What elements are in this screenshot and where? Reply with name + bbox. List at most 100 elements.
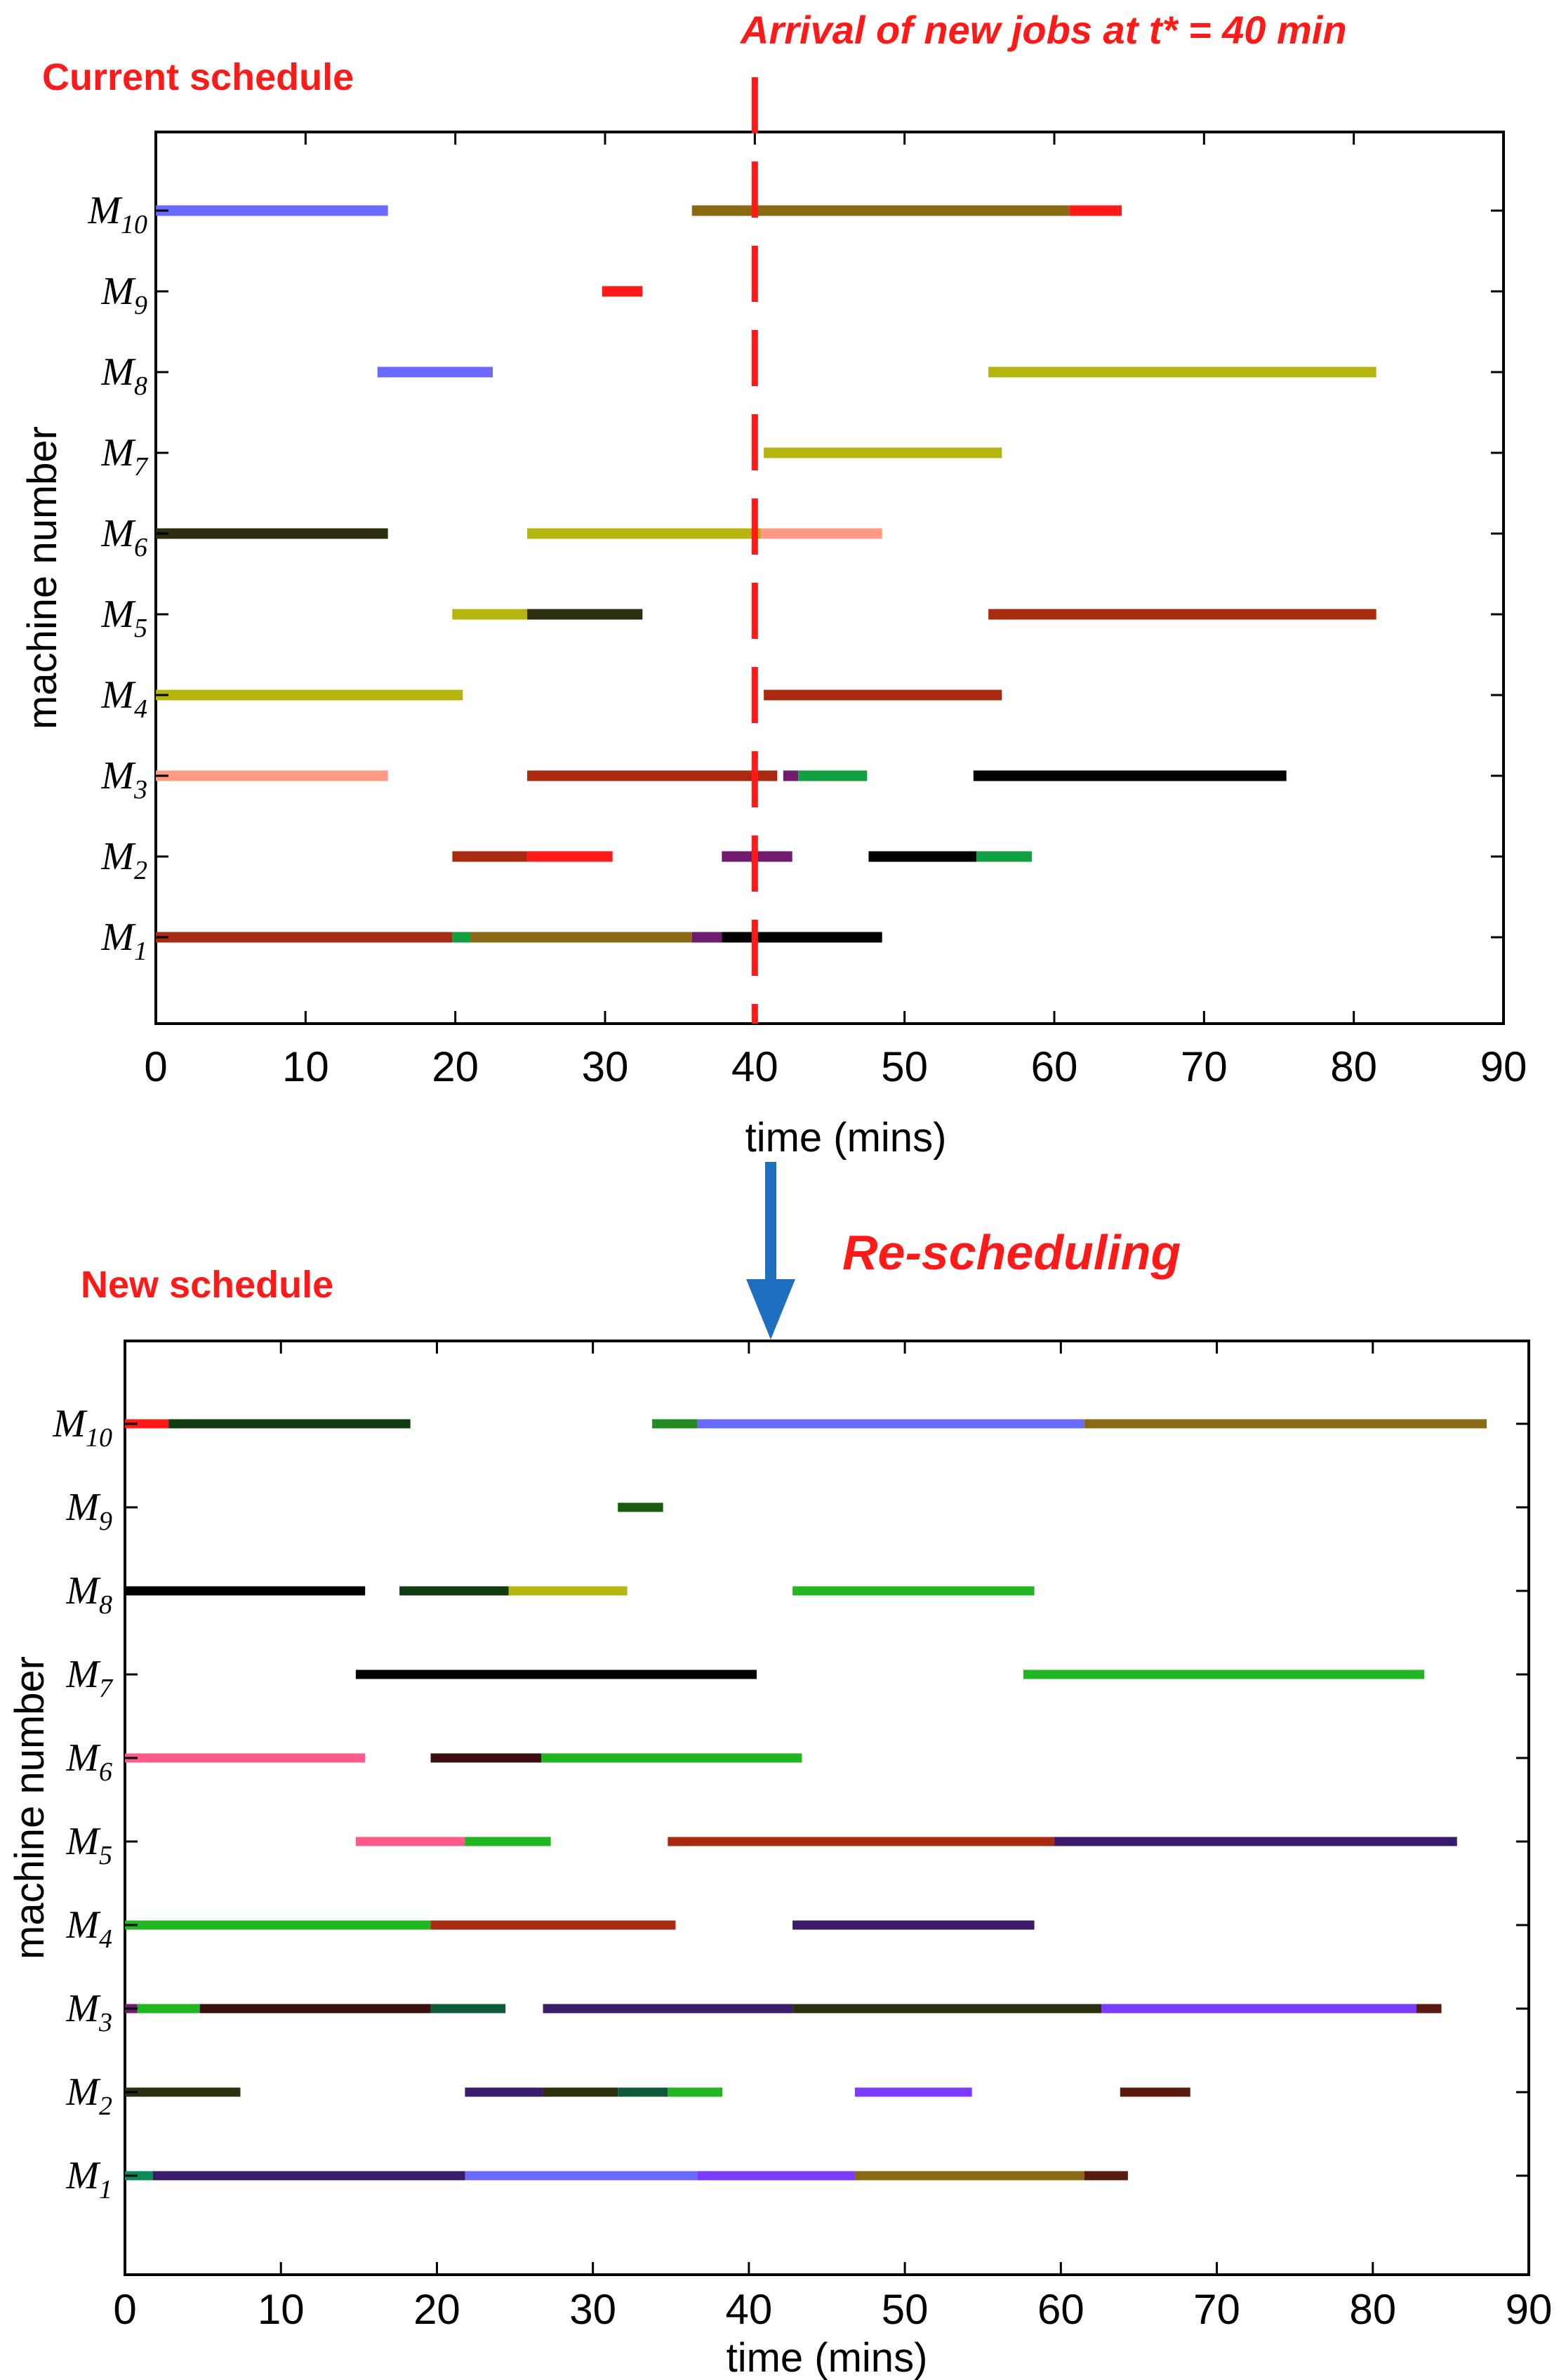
- x-axis-label: time (mins): [745, 1115, 947, 1161]
- gantt-bar-m3-17: [783, 770, 799, 781]
- gantt-bar-m4-20: [430, 1920, 676, 1930]
- gantt-bar-m3-16: [527, 770, 778, 781]
- gantt-bar-m2-32: [543, 2087, 618, 2097]
- gantt-bar-m8-9: [792, 1586, 1035, 1596]
- gantt-bar-m10-2: [1069, 205, 1122, 216]
- arrival-label: Arrival of new jobs at t* = 40 min: [739, 8, 1347, 52]
- machine-label-m2: M2: [100, 835, 147, 885]
- machine-label-m5: M5: [100, 593, 147, 643]
- rescheduling-label: Re-scheduling: [842, 1225, 1181, 1280]
- x-tick-label: 40: [726, 2286, 773, 2333]
- machine-label-m9: M9: [65, 1486, 112, 1536]
- x-tick-label: 80: [1330, 1043, 1377, 1090]
- plot-frame: [124, 1340, 1530, 2276]
- gantt-bar-m1-38: [153, 2171, 465, 2181]
- x-tick-label: 50: [881, 1043, 928, 1090]
- machine-label-m10: M10: [52, 1402, 112, 1453]
- x-tick-label: 10: [282, 1043, 329, 1090]
- gantt-bar-m6-9: [760, 528, 882, 539]
- x-tick-label: 80: [1349, 2286, 1396, 2333]
- gantt-bar-m6-14: [541, 1753, 802, 1763]
- gantt-bar-m10-2: [652, 1419, 698, 1429]
- machine-label-m10: M10: [87, 189, 147, 239]
- gantt-bar-m3-26: [543, 2004, 793, 2014]
- gantt-bar-m4-21: [792, 1920, 1035, 1930]
- x-tick-label: 60: [1037, 2286, 1084, 2333]
- gantt-bar-m5-16: [465, 1837, 551, 1846]
- gantt-bar-m2-36: [1120, 2087, 1190, 2097]
- new-schedule-chart: 0 10 20 30 40 50 60 70 80 90 M1 M2 M3 M4 M5 M6 M7 M8 M9 M10…: [7, 1340, 1552, 2380]
- x-tick-label: 30: [569, 2286, 616, 2333]
- gantt-bar-m4-14: [764, 689, 1002, 701]
- gantt-bar-m6-13: [430, 1753, 542, 1763]
- gantt-bar-m10-4: [1084, 1419, 1487, 1429]
- rescheduling-arrow: [746, 1162, 795, 1340]
- machine-label-m3: M3: [100, 754, 147, 805]
- machine-label-m2: M2: [65, 2070, 112, 2121]
- machine-label-m1: M1: [65, 2154, 112, 2204]
- y-axis-label: machine number: [7, 1656, 53, 1959]
- gantt-bar-m6-7: [156, 528, 388, 539]
- x-tick-label: 70: [1193, 2286, 1240, 2333]
- machine-label-m5: M5: [65, 1820, 112, 1870]
- gantt-bar-m3-24: [199, 2004, 431, 2014]
- gantt-bar-m1-37: [125, 2171, 153, 2181]
- machine-label-m7: M7: [65, 1653, 114, 1703]
- new-schedule-label: New schedule: [81, 1264, 333, 1306]
- gantt-bar-m1-39: [465, 2171, 698, 2181]
- gantt-bar-m1-42: [1084, 2171, 1128, 2181]
- gantt-bar-m10-0: [156, 205, 388, 216]
- gantt-bar-m2-31: [465, 2087, 543, 2097]
- gantt-bar-m1-29: [722, 932, 882, 943]
- current-schedule-chart: 0 10 20 30 40 50 60 70 80 90 M1 M2 M3 M4 M5 M6 M7 M8 M9 M10…: [20, 77, 1527, 1161]
- machine-label-m4: M4: [65, 1903, 112, 1954]
- gantt-bar-m1-28: [691, 932, 722, 943]
- x-tick-label: 30: [582, 1043, 629, 1090]
- x-tick-label: 60: [1031, 1043, 1078, 1090]
- ticks: 0 10 20 30 40 50 60 70 80 90 M1 M2 M3 M4 M5 M6 M7 M8 M9 M10: [87, 132, 1527, 1090]
- gantt-bar-m2-24: [976, 851, 1032, 862]
- gantt-bar-m1-25: [156, 932, 453, 943]
- machine-label-m8: M8: [65, 1569, 112, 1620]
- ticks: 0 10 20 30 40 50 60 70 80 90 M1 M2 M3 M4 M5 M6 M7 M8 M9 M10: [52, 1341, 1552, 2333]
- plot-frame: [154, 131, 1505, 1025]
- x-axis-label: time (mins): [726, 2335, 928, 2380]
- gantt-bar-m1-41: [855, 2171, 1084, 2181]
- gantt-bar-m4-13: [156, 689, 463, 701]
- gantt-bar-m8-4: [377, 366, 493, 378]
- machine-label-m7: M7: [100, 431, 149, 482]
- gantt-bar-m5-15: [355, 1837, 465, 1846]
- gantt-bar-m5-11: [527, 609, 643, 620]
- gantt-bar-m4-19: [125, 1920, 431, 1930]
- gantt-bar-m8-5: [988, 366, 1376, 378]
- gantt-bar-m5-10: [452, 609, 528, 620]
- x-tick-label: 40: [731, 1043, 778, 1090]
- x-tick-label: 90: [1480, 1043, 1527, 1090]
- x-tick-label: 20: [413, 2286, 460, 2333]
- machine-label-m4: M4: [100, 673, 147, 724]
- gantt-bar-m2-35: [855, 2087, 972, 2097]
- gantt-bar-m3-15: [156, 770, 388, 781]
- gantt-bar-m9-3: [602, 286, 643, 297]
- gantt-bar-m8-8: [508, 1586, 628, 1596]
- bars: [125, 1419, 1487, 2181]
- bars: [156, 205, 1376, 943]
- gantt-bar-m10-1: [691, 205, 1070, 216]
- current-schedule-label: Current schedule: [42, 56, 354, 98]
- x-tick-label: 50: [882, 2286, 929, 2333]
- machine-label-m1: M1: [100, 915, 147, 966]
- gantt-bar-m6-12: [125, 1753, 366, 1763]
- arrow-head: [746, 1279, 795, 1340]
- gantt-bar-m10-3: [697, 1419, 1084, 1429]
- gantt-bar-m7-6: [764, 447, 1002, 458]
- machine-label-m6: M6: [65, 1736, 112, 1787]
- machine-label-m3: M3: [65, 1987, 112, 2037]
- gantt-bar-m3-23: [137, 2004, 200, 2014]
- gantt-bar-m1-26: [452, 932, 470, 943]
- gantt-bar-m1-40: [697, 2171, 855, 2181]
- x-tick-label: 90: [1506, 2286, 1553, 2333]
- gantt-bar-m5-17: [668, 1837, 1055, 1846]
- gantt-bar-m3-19: [973, 770, 1287, 781]
- y-axis-label: machine number: [20, 426, 65, 729]
